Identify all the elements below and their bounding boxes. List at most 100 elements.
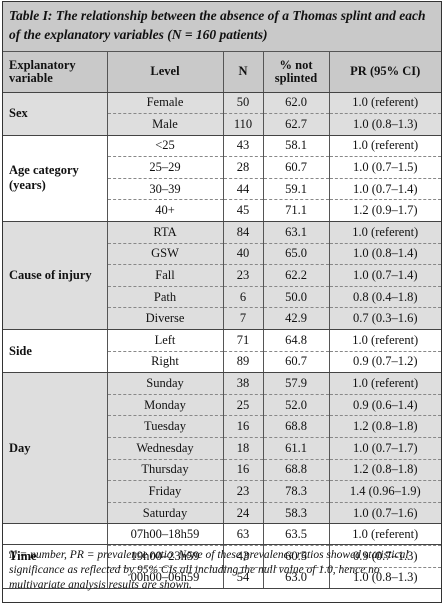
cell-pct: 62.0 [262,92,329,115]
cell-level: Diverse [106,307,223,331]
cell-level: Male [106,113,223,136]
group-5: Time 07h00–18h59 63 63.5 1.0 (referent) 19h00… [3,523,441,590]
cell-pr: 1.0 (0.7–1.4) [328,178,441,201]
cell-n: 43 [222,545,263,568]
table-row: Male 110 62.7 1.0 (0.8–1.3) [3,113,441,136]
cell-level: RTA [106,221,223,244]
cell-pct: 63.5 [262,523,329,546]
group-0: Sex Female 50 62.0 1.0 (referent) Male 110 62.7… [3,92,441,136]
cell-pr: 1.2 (0.8–1.8) [328,459,441,482]
table-row: Tuesday 16 68.8 1.2 (0.8–1.8) [3,415,441,438]
table-row: Saturday 24 58.3 1.0 (0.7–1.6) [3,502,441,525]
table-row: Path 6 50.0 0.8 (0.4–1.8) [3,286,441,309]
cell-level: Left [106,329,223,352]
cell-pr: 1.0 (0.8–1.3) [328,567,441,590]
cell-level: 00h00–06h59 [106,567,223,590]
cell-n: 25 [222,394,263,417]
cell-pr: 0.7 (0.3–1.6) [328,307,441,331]
cell-pct: 63.1 [262,221,329,244]
cell-pct: 60.7 [262,351,329,374]
cell-pr: 1.4 (0.96–1.9) [328,480,441,503]
cell-pr: 0.9 (0.7–1.3) [328,545,441,568]
cell-level: Female [106,92,223,115]
header-n: N [222,52,263,93]
table-row: 40+ 45 71.1 1.2 (0.9–1.7) [3,199,441,223]
cell-pr: 0.9 (0.7–1.2) [328,351,441,374]
cell-n: 38 [222,372,263,395]
cell-pr: 1.0 (referent) [328,221,441,244]
cell-pct: 50.0 [262,286,329,309]
cell-pct: 64.8 [262,329,329,352]
cell-n: 18 [222,437,263,460]
data-table: Explanatory variable Level N % not splin… [3,52,441,590]
cell-n: 16 [222,415,263,438]
cell-n: 110 [222,113,263,136]
cell-pr: 1.0 (0.7–1.5) [328,156,441,179]
cell-n: 89 [222,351,263,374]
cell-pct: 62.7 [262,113,329,136]
cell-pct: 65.0 [262,243,329,266]
cell-n: 23 [222,264,263,287]
cell-level: Thursday [106,459,223,482]
header-pct: % not splinted [262,52,329,93]
cell-level: 25–29 [106,156,223,179]
cell-pct: 58.1 [262,135,329,158]
table-row: Right 89 60.7 0.9 (0.7–1.2) [3,351,441,374]
table-row: Cause of injury RTA 84 63.1 1.0 (referent) [3,221,441,331]
cell-n: 23 [222,480,263,503]
table-row: Diverse 7 42.9 0.7 (0.3–1.6) [3,307,441,331]
cell-n: 84 [222,221,263,244]
table-row: Day Sunday 38 57.9 1.0 (referent) [3,372,441,525]
cell-pr: 1.0 (0.8–1.3) [328,113,441,136]
table-row: Age category (years) <25 43 58.1 1.0 (refere… [3,135,441,223]
cell-pct: 71.1 [262,199,329,223]
cell-pct: 60.7 [262,156,329,179]
cell-pct: 61.1 [262,437,329,460]
cell-n: 45 [222,199,263,223]
cell-n: 28 [222,156,263,179]
cell-level: Path [106,286,223,309]
cell-level: Monday [106,394,223,417]
cell-pr: 1.0 (referent) [328,92,441,115]
table-row: Sex Female 50 62.0 1.0 (referent) [3,92,441,136]
cell-n: 40 [222,243,263,266]
cell-n: 54 [222,567,263,590]
cell-pr: 1.0 (0.7–1.4) [328,264,441,287]
cell-n: 24 [222,502,263,525]
cell-n: 50 [222,92,263,115]
cell-pr: 1.0 (0.7–1.6) [328,502,441,525]
cell-pct: 68.8 [262,459,329,482]
cell-level: <25 [106,135,223,158]
cell-level: Fall [106,264,223,287]
table-caption: Table I: The relationship between the ab… [3,2,441,52]
cell-level: GSW [106,243,223,266]
cell-pct: 52.0 [262,394,329,417]
cell-pr: 1.0 (referent) [328,329,441,352]
cell-pr: 1.0 (referent) [328,523,441,546]
cell-level: 07h00–18h59 [106,523,223,546]
group-label: Cause of injury [3,221,107,331]
cell-n: 44 [222,178,263,201]
cell-pct: 57.9 [262,372,329,395]
table-row: Time 07h00–18h59 63 63.5 1.0 (referent) [3,523,441,590]
cell-pct: 68.8 [262,415,329,438]
cell-n: 63 [222,523,263,546]
cell-pct: 58.3 [262,502,329,525]
header-pr: PR (95% CI) [328,52,441,93]
cell-level: 19h00–23h59 [106,545,223,568]
table-row: 19h00–23h59 43 60.5 0.9 (0.7–1.3) [3,545,441,568]
cell-pct: 62.2 [262,264,329,287]
cell-pr: 0.8 (0.4–1.8) [328,286,441,309]
cell-level: Friday [106,480,223,503]
cell-level: Saturday [106,502,223,525]
table-row: Thursday 16 68.8 1.2 (0.8–1.8) [3,459,441,482]
cell-pct: 78.3 [262,480,329,503]
cell-pr: 1.0 (referent) [328,135,441,158]
table-row: Monday 25 52.0 0.9 (0.6–1.4) [3,394,441,417]
cell-pct: 42.9 [262,307,329,331]
header-level: Level [106,52,223,93]
group-4: Day Sunday 38 57.9 1.0 (referent) Monday 25 52.… [3,372,441,525]
cell-level: Sunday [106,372,223,395]
cell-level: Tuesday [106,415,223,438]
